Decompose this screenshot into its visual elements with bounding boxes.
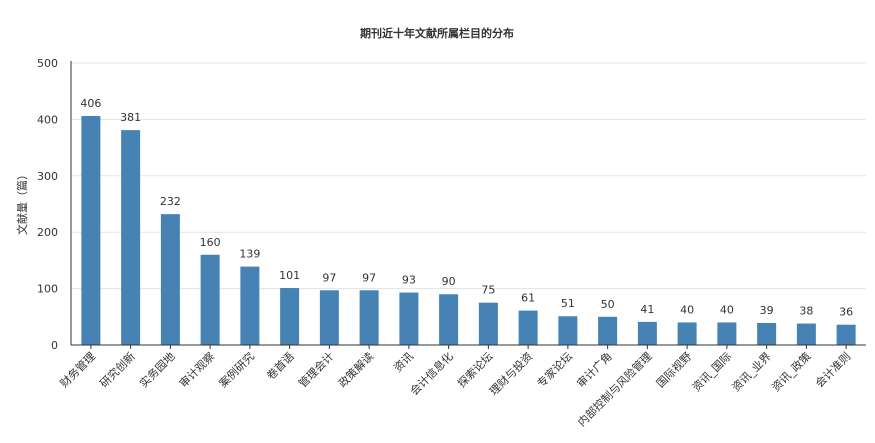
data-label: 75 [481,284,495,297]
x-tick-label: 研究创新 [97,349,138,390]
x-tick-label: 资讯 [391,350,416,375]
x-tick-label: 会计准则 [813,350,853,390]
bar [121,130,141,345]
bar [677,322,697,345]
data-label: 90 [442,275,456,288]
y-tick-label: 400 [37,113,58,126]
bars [81,116,856,346]
y-tick-label: 100 [37,283,58,296]
x-tick-label: 审计广角 [574,349,615,390]
bar [200,254,220,345]
bar [836,324,856,345]
y-axis-label: 文献量（篇） [15,169,29,235]
x-tick-label: 资讯_国际 [690,350,734,394]
x-tick-label: 财务管理 [57,349,98,390]
bar [796,323,816,345]
bar [399,292,419,345]
x-tick-label: 专家论坛 [534,349,575,390]
bar [478,302,498,345]
x-tick-label: 探索论坛 [454,349,495,390]
x-tick-label: 会计信息化 [407,349,456,398]
data-label: 41 [640,303,654,316]
bar [359,290,379,345]
bar [319,290,339,345]
x-tick-label: 国际视野 [653,349,694,390]
data-label: 38 [799,305,813,318]
bar [160,214,180,345]
bar [558,316,578,345]
y-tick-label: 300 [37,170,58,183]
bar [757,323,777,345]
data-label: 381 [120,111,141,124]
data-label: 101 [279,269,300,282]
x-tick-label: 案例研究 [216,349,257,390]
gridlines [71,62,866,290]
data-label: 139 [239,248,260,261]
data-label: 232 [160,195,181,208]
bar [81,116,101,346]
bar [240,266,260,345]
data-label: 50 [601,298,615,311]
data-label: 51 [561,297,575,310]
data-label: 61 [521,292,535,305]
data-label: 40 [680,303,694,316]
y-tick-label: 500 [37,57,58,70]
x-tick-label: 资讯_政策 [769,349,814,394]
data-label: 160 [200,236,221,249]
x-tick-label: 政策解读 [335,349,376,390]
data-label: 97 [362,271,376,284]
x-tick-label: 卷首语 [264,349,297,382]
data-label: 97 [322,271,336,284]
chart-title: 期刊近十年文献所属栏目的分布 [360,26,514,40]
data-label: 36 [839,306,853,319]
data-label: 93 [402,274,416,287]
bar [598,316,618,345]
bar [280,288,300,345]
bar [518,310,538,345]
data-label: 40 [720,303,734,316]
x-tick-label: 内部控制与风险管理 [575,349,655,429]
x-tick-label: 审计观察 [176,349,217,390]
y-tick-label: 0 [51,339,58,352]
x-tick-label: 管理会计 [295,349,336,390]
data-labels: 406 381 232 160 139 101 97 97 93 90 75 61 51 50 41 40 40… [80,97,853,319]
data-label: 406 [80,97,101,110]
x-tick-label: 理财与投资 [486,349,535,398]
y-tick-label: 200 [37,226,58,239]
bar [637,321,657,345]
axes: 0 100 200 300 400 500 [37,57,866,352]
bar [439,294,459,345]
x-tick-label: 实务园地 [136,349,177,390]
bar [717,322,737,345]
data-label: 39 [760,304,774,317]
x-tick-label: 资讯_业界 [730,350,774,394]
